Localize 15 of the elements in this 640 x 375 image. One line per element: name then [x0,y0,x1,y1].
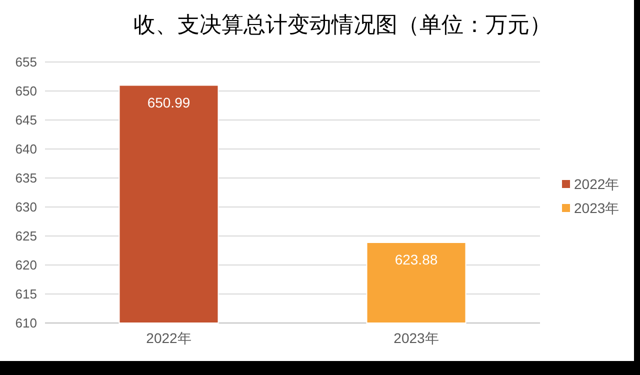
y-tick-label: 640 [15,142,37,157]
y-tick-label: 610 [15,316,37,331]
chart-title: 收、支决算总计变动情况图（单位：万元） [134,12,552,37]
y-tick-label: 615 [15,286,37,302]
y-tick-label: 650 [15,84,37,99]
y-tick-label: 630 [15,200,37,215]
y-tick-label: 635 [15,170,37,186]
y-tick-label: 625 [15,228,37,244]
y-tick-label: 620 [15,258,37,273]
data-label: 650.99 [147,94,190,110]
y-tick-label: 645 [15,112,37,128]
y-tick-label: 655 [15,54,37,70]
legend-label: 2023年 [574,200,620,216]
data-label: 623.88 [394,251,438,268]
legend-label: 2022年 [574,176,620,192]
